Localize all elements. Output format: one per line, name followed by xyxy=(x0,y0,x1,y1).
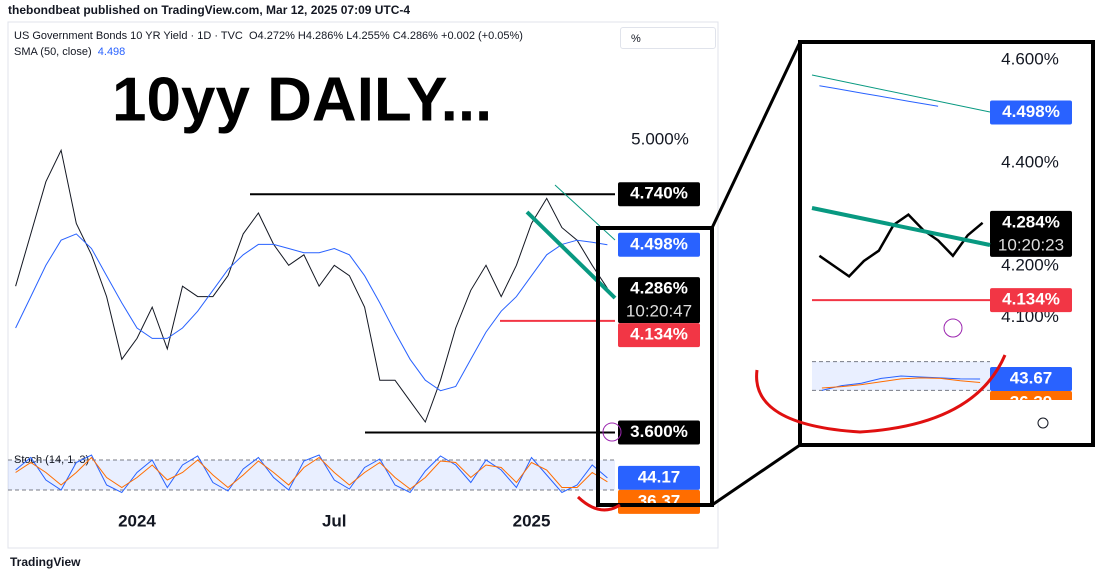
publisher: thebondbeat published on TradingView.com… xyxy=(8,3,411,17)
highlight-curve xyxy=(755,354,1007,434)
price-tag xyxy=(618,420,700,445)
inset-frame xyxy=(798,40,1095,447)
y-tick-label: 4.400% xyxy=(1001,153,1059,172)
price-tag-label: 36.39 xyxy=(1010,393,1053,412)
series-line xyxy=(821,377,981,389)
price-tag-label: 4.286% xyxy=(630,279,688,298)
zoom-connector xyxy=(710,41,802,229)
x-tick-label: Mar xyxy=(819,409,850,428)
series-line xyxy=(819,85,939,107)
countdown: 10:20:47 xyxy=(626,302,692,321)
price-tag xyxy=(990,391,1072,400)
indicator-line: SMA (50, close) 4.498 xyxy=(14,46,125,58)
symbol: US Government Bonds 10 YR Yield · 1D · T… xyxy=(14,30,243,42)
stoch-band xyxy=(8,460,615,490)
price-tag xyxy=(618,323,700,348)
footer-text: TradingView xyxy=(10,555,81,569)
trendline xyxy=(811,206,991,247)
main-frame xyxy=(7,21,719,549)
price-tag xyxy=(618,182,700,207)
price-tag-label: 44.17 xyxy=(638,467,681,486)
countdown: 10:20:23 xyxy=(998,235,1064,254)
trendline xyxy=(525,210,617,300)
series-line xyxy=(821,375,981,391)
panel-title: Stoch (14, 1, 3) xyxy=(14,454,89,466)
price-tag-label: 43.67 xyxy=(1010,369,1053,388)
price-tag-label: 4.134% xyxy=(1002,290,1060,309)
x-tick-label: Jul xyxy=(322,511,347,530)
footer: TradingView xyxy=(10,555,80,569)
price-tag-label: 36.37 xyxy=(638,491,681,510)
zoom-box xyxy=(596,226,714,507)
price-tag xyxy=(618,232,700,257)
header: thebondbeat published on TradingView.com… xyxy=(8,3,410,17)
event-icon xyxy=(943,318,963,338)
price-tag-label: 4.498% xyxy=(630,234,688,253)
series-line xyxy=(15,233,608,392)
price-tag xyxy=(990,367,1072,392)
price-tag-label: 4.740% xyxy=(630,184,688,203)
y-tick-label: 4.200% xyxy=(1001,256,1059,275)
sma-name: SMA (50, close) xyxy=(14,46,92,58)
highlight-curve xyxy=(576,495,621,512)
price-tag xyxy=(990,100,1072,125)
main-layer: 5.000% 2024 Jul 2025 4.740% 4.498% 4.286% 10:20… xyxy=(8,129,700,530)
y-tick-label: 4.600% xyxy=(1001,49,1059,68)
settings-icon[interactable] xyxy=(1037,417,1049,429)
trendline-thin xyxy=(554,184,616,241)
inset-layer: 4.600%4.400%4.200%4.100%Mar4.498%4.284%1… xyxy=(812,49,1072,428)
series-line xyxy=(15,148,608,424)
zoom-connector xyxy=(711,443,801,507)
event-icon xyxy=(602,422,622,442)
price-tag xyxy=(990,288,1072,313)
price-tag-label: 3.600% xyxy=(630,422,688,441)
price-tag xyxy=(618,277,700,324)
price-tag xyxy=(618,465,700,490)
y-tick-label: 5.000% xyxy=(631,129,689,148)
price-tag xyxy=(990,210,1072,257)
x-tick-label: 2024 xyxy=(118,511,156,530)
series-line xyxy=(818,212,984,279)
sma-value: 4.498 xyxy=(97,46,126,58)
price-tag xyxy=(618,489,700,514)
price-tag-label: 4.498% xyxy=(1002,102,1060,121)
series-line xyxy=(15,456,608,490)
trendline-thin xyxy=(811,74,991,113)
ohlc: O4.272% H4.286% L4.255% C4.286% +0.002 (… xyxy=(249,30,523,42)
annotation: 10yy DAILY... xyxy=(112,65,492,134)
price-tag-label: 4.284% xyxy=(1002,212,1060,231)
symbol-line: US Government Bonds 10 YR Yield · 1D · T… xyxy=(14,30,523,42)
price-tag-label: 4.134% xyxy=(630,325,688,344)
x-tick-label: 2025 xyxy=(513,511,551,530)
series-line xyxy=(15,454,608,494)
percent-button[interactable]: % xyxy=(620,27,716,49)
